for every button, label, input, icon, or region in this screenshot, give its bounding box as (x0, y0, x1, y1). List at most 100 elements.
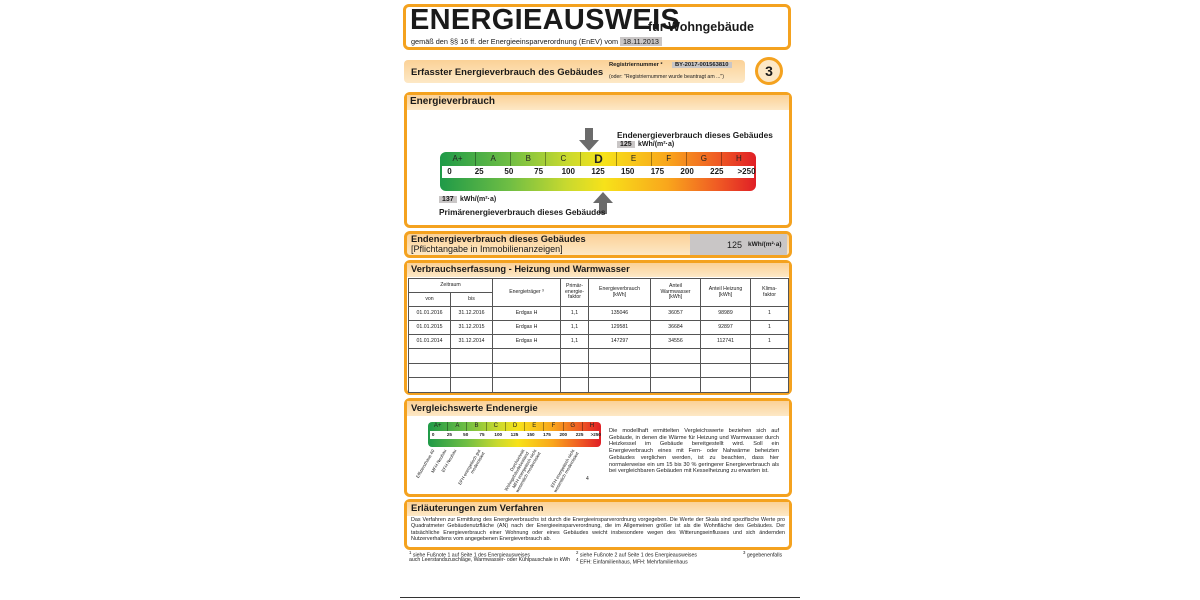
energy-class: E (524, 422, 543, 431)
table-empty-row (408, 377, 789, 393)
table-cell: 1,1 (560, 306, 589, 321)
bottom-rule (400, 597, 800, 598)
footnote-mark: 1 (409, 550, 412, 555)
table-band (407, 263, 789, 277)
table-row: 01.01.2016 31.12.2016 Erdgas H 1,1 135046 360… (408, 306, 789, 321)
table-title: Verbrauchserfassung - Heizung und Warmwa… (411, 264, 630, 274)
registration-heading: Erfasster Energieverbrauch des Gebäudes (411, 67, 604, 78)
table-cell: Erdgas H (492, 306, 561, 321)
energy-class: G (685, 152, 721, 166)
consumption-title: Energieverbrauch (410, 96, 496, 107)
scale-tick-label: 50 (463, 432, 469, 437)
footnote-mark: 4 (586, 476, 589, 482)
table-empty-cell (492, 348, 561, 364)
table-empty-cell (492, 377, 561, 393)
table-cell: 92897 (700, 320, 751, 335)
explanation-title: Erläuterungen zum Verfahren (411, 503, 544, 514)
table-empty-cell (750, 362, 789, 378)
energy-class: D (504, 422, 524, 431)
table-empty-cell (700, 377, 751, 393)
scale-number-band (430, 431, 599, 439)
energy-class: F (650, 152, 686, 166)
energy-class: D (580, 152, 615, 166)
energy-class: E (615, 152, 651, 166)
table-header: Energieträger ³ (492, 278, 561, 307)
primary-energy-value: 137 (439, 196, 457, 203)
comparison-scale: A+ A B C D E F G H 0 25 50 75 100 125 150 175 200 225 >250 (428, 422, 601, 447)
table-empty-row (408, 348, 789, 364)
scale-tick-label: >250 (590, 432, 601, 437)
footnote-text: siehe Fußnote 1 auf Seite 1 des Energiea… (412, 552, 530, 559)
table-cell: 1 (750, 334, 789, 349)
table-header: Klima- faktor (750, 278, 789, 307)
table-cell: 147297 (588, 334, 651, 349)
table-empty-cell (560, 377, 589, 393)
table-empty-cell (700, 348, 751, 364)
energy-class: H (581, 422, 601, 431)
scale-tick-label: 200 (559, 432, 568, 437)
table-header: Energieverbrauch [kWh] (588, 278, 651, 307)
table-cell: 31.12.2015 (450, 320, 493, 335)
table-empty-cell (560, 362, 589, 378)
table-cell: 36057 (650, 306, 701, 321)
table-header: von (408, 292, 451, 307)
table-empty-cell (650, 348, 701, 364)
scale-tick-label: 175 (543, 432, 551, 437)
explanation-text: Das Verfahren zur Ermittlung des Energie… (411, 517, 785, 543)
table-cell: 1 (750, 306, 789, 321)
footnote-mark: 3 (743, 550, 746, 555)
energy-class: H (720, 152, 756, 166)
scale-tick-label: 100 (494, 432, 503, 437)
energy-class: A+ (452, 154, 463, 163)
header-box (403, 4, 791, 50)
mandatory-value: 125 (727, 240, 743, 250)
comparison-text: Die modellhaft ermittelten Vergleichswer… (609, 428, 779, 475)
energy-class: F (543, 422, 562, 431)
table-header: Anteil Warmwasser [kWh] (650, 278, 701, 307)
scale-tick-label: 0 (447, 167, 452, 176)
footnote-text: EFH: Einfamilienhaus, MFH: Mehrfamilienh… (579, 559, 688, 566)
comparison-band (407, 401, 789, 416)
table-empty-cell (750, 377, 789, 393)
scale-tick-label: 200 (680, 167, 694, 176)
footnote-text: auch Leerstandszuschläge, Warmwasser- od… (409, 557, 570, 563)
table-empty-cell (408, 377, 451, 393)
energy-class: C (545, 152, 580, 166)
scale-tick-label: 125 (591, 167, 605, 176)
mandatory-value-box (690, 234, 787, 255)
scale-tick-label: >250 (737, 167, 756, 176)
registration-band (404, 60, 745, 83)
energy-class: C (485, 422, 505, 431)
table-empty-cell (492, 362, 561, 378)
table-empty-cell (700, 362, 751, 378)
table-empty-cell (560, 348, 589, 364)
table-empty-cell (408, 362, 451, 378)
footnote-mark: 2 (576, 550, 579, 555)
scale-tick-label: 75 (479, 432, 485, 437)
footnote-mark: 4 (576, 557, 579, 562)
consumption-band (407, 95, 789, 110)
table-cell: 129581 (588, 320, 651, 335)
final-energy-value: 125 (617, 141, 635, 148)
footnote: 3 gegebenenfalls (743, 550, 782, 559)
registration-number: BY-2017-001563810 (672, 62, 732, 68)
table-empty-cell (450, 377, 493, 393)
legal-basis: gemäß den §§ 16 ff. der Energieeinsparve… (411, 37, 623, 46)
scale-tick-label: 175 (650, 167, 665, 176)
footnote-text: gegebenenfalls (746, 552, 783, 559)
table-empty-cell (588, 362, 651, 378)
footnote: 4 EFH: Einfamilienhaus, MFH: Mehrfamilie… (576, 557, 688, 566)
table-cell: 1 (750, 320, 789, 335)
footnote: 1 siehe Fußnote 1 auf Seite 1 des Energi… (409, 550, 530, 559)
scale-tick-label: 25 (446, 432, 452, 437)
table-empty-row (408, 362, 789, 378)
comparison-title: Vergleichswerte Endenergie (411, 403, 538, 414)
scale-tick-label: 75 (534, 167, 544, 176)
table-header: bis (450, 292, 493, 307)
document-subtitle: für Wohngebäude (648, 20, 755, 34)
primary-energy-arrow (593, 192, 613, 214)
table-group-header: Zeitraum (408, 278, 493, 293)
issue-date: 18.11.2013 (620, 37, 662, 46)
table-cell: 98989 (700, 306, 751, 321)
